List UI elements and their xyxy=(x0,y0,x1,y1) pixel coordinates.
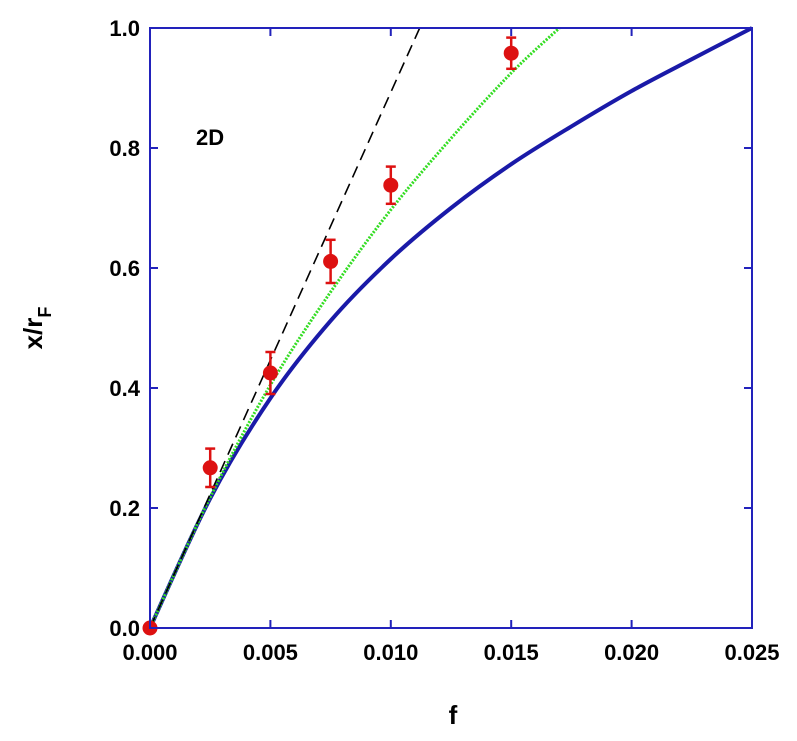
y-tick-label: 0.8 xyxy=(109,136,140,161)
x-tick-label: 0.020 xyxy=(604,640,659,665)
plot-area xyxy=(142,26,753,636)
data-point-marker xyxy=(383,177,399,193)
data-point-marker xyxy=(202,460,218,476)
x-axis-title: f xyxy=(449,700,458,730)
svg-text:x/rF: x/rF xyxy=(18,307,55,350)
data-point-marker xyxy=(503,45,519,61)
annotation-2d: 2D xyxy=(196,125,224,150)
data-point-marker xyxy=(262,365,278,381)
x-tick-label: 0.015 xyxy=(484,640,539,665)
y-tick-label: 0.2 xyxy=(109,496,140,521)
y-tick-label: 0.6 xyxy=(109,256,140,281)
x-tick-label: 0.010 xyxy=(363,640,418,665)
y-axis-title: x/rF xyxy=(18,307,55,350)
x-tick-label: 0.000 xyxy=(122,640,177,665)
y-tick-label: 0.4 xyxy=(109,376,140,401)
green-curve-series xyxy=(148,26,561,629)
y-tick-label: 1.0 xyxy=(109,16,140,41)
y-tick-label: 0.0 xyxy=(109,616,140,641)
plot-frame xyxy=(149,27,753,629)
blue-curve-series xyxy=(148,26,753,629)
y-axis-title-sub: F xyxy=(35,307,55,318)
y-axis-title-main: x/r xyxy=(18,318,48,350)
data-point-marker xyxy=(323,253,339,269)
x-axis-ticks: 0.000 0.005 0.010 0.015 0.020 0.025 xyxy=(122,28,780,665)
x-tick-label: 0.005 xyxy=(243,640,298,665)
y-axis-ticks: 0.0 0.2 0.4 0.6 0.8 1.0 xyxy=(109,16,752,641)
dashed-line-series xyxy=(149,27,421,629)
x-tick-label: 0.025 xyxy=(724,640,779,665)
